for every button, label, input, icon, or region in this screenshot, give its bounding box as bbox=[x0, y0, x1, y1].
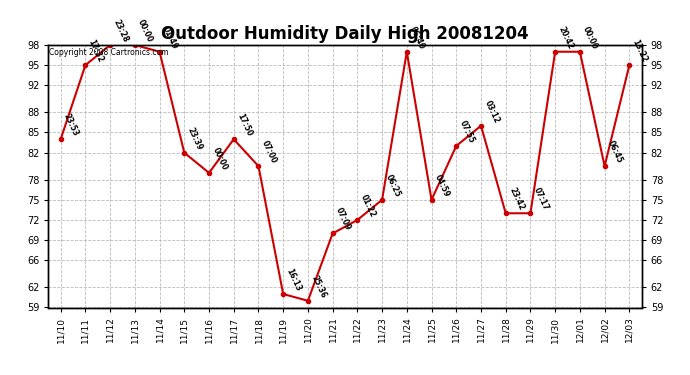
Text: 13:22: 13:22 bbox=[631, 38, 649, 64]
Text: 23:39: 23:39 bbox=[186, 126, 204, 151]
Text: 00:00: 00:00 bbox=[581, 25, 600, 50]
Text: 04:59: 04:59 bbox=[433, 173, 451, 198]
Text: Copyright 2008 Cartronics.com: Copyright 2008 Cartronics.com bbox=[50, 48, 169, 57]
Title: Outdoor Humidity Daily High 20081204: Outdoor Humidity Daily High 20081204 bbox=[161, 26, 529, 44]
Text: 06:25: 06:25 bbox=[384, 173, 402, 198]
Text: 23:53: 23:53 bbox=[62, 112, 80, 138]
Text: 00:00: 00:00 bbox=[210, 146, 229, 171]
Text: 25:36: 25:36 bbox=[309, 274, 328, 299]
Text: 06:40: 06:40 bbox=[408, 25, 426, 50]
Text: 20:42: 20:42 bbox=[557, 25, 575, 50]
Text: 23:42: 23:42 bbox=[507, 186, 526, 212]
Text: 01:49: 01:49 bbox=[161, 25, 179, 50]
Text: 17:50: 17:50 bbox=[235, 112, 253, 138]
Text: 06:45: 06:45 bbox=[606, 139, 624, 165]
Text: 07:55: 07:55 bbox=[457, 119, 476, 145]
Text: 07:17: 07:17 bbox=[532, 186, 551, 212]
Text: 07:09: 07:09 bbox=[334, 206, 353, 232]
Text: 17:32: 17:32 bbox=[87, 38, 105, 64]
Text: 00:00: 00:00 bbox=[136, 18, 155, 44]
Text: 01:22: 01:22 bbox=[359, 193, 377, 219]
Text: 03:12: 03:12 bbox=[482, 99, 501, 124]
Text: 07:00: 07:00 bbox=[260, 139, 278, 165]
Text: 23:28: 23:28 bbox=[112, 18, 130, 44]
Text: 16:13: 16:13 bbox=[284, 267, 303, 292]
